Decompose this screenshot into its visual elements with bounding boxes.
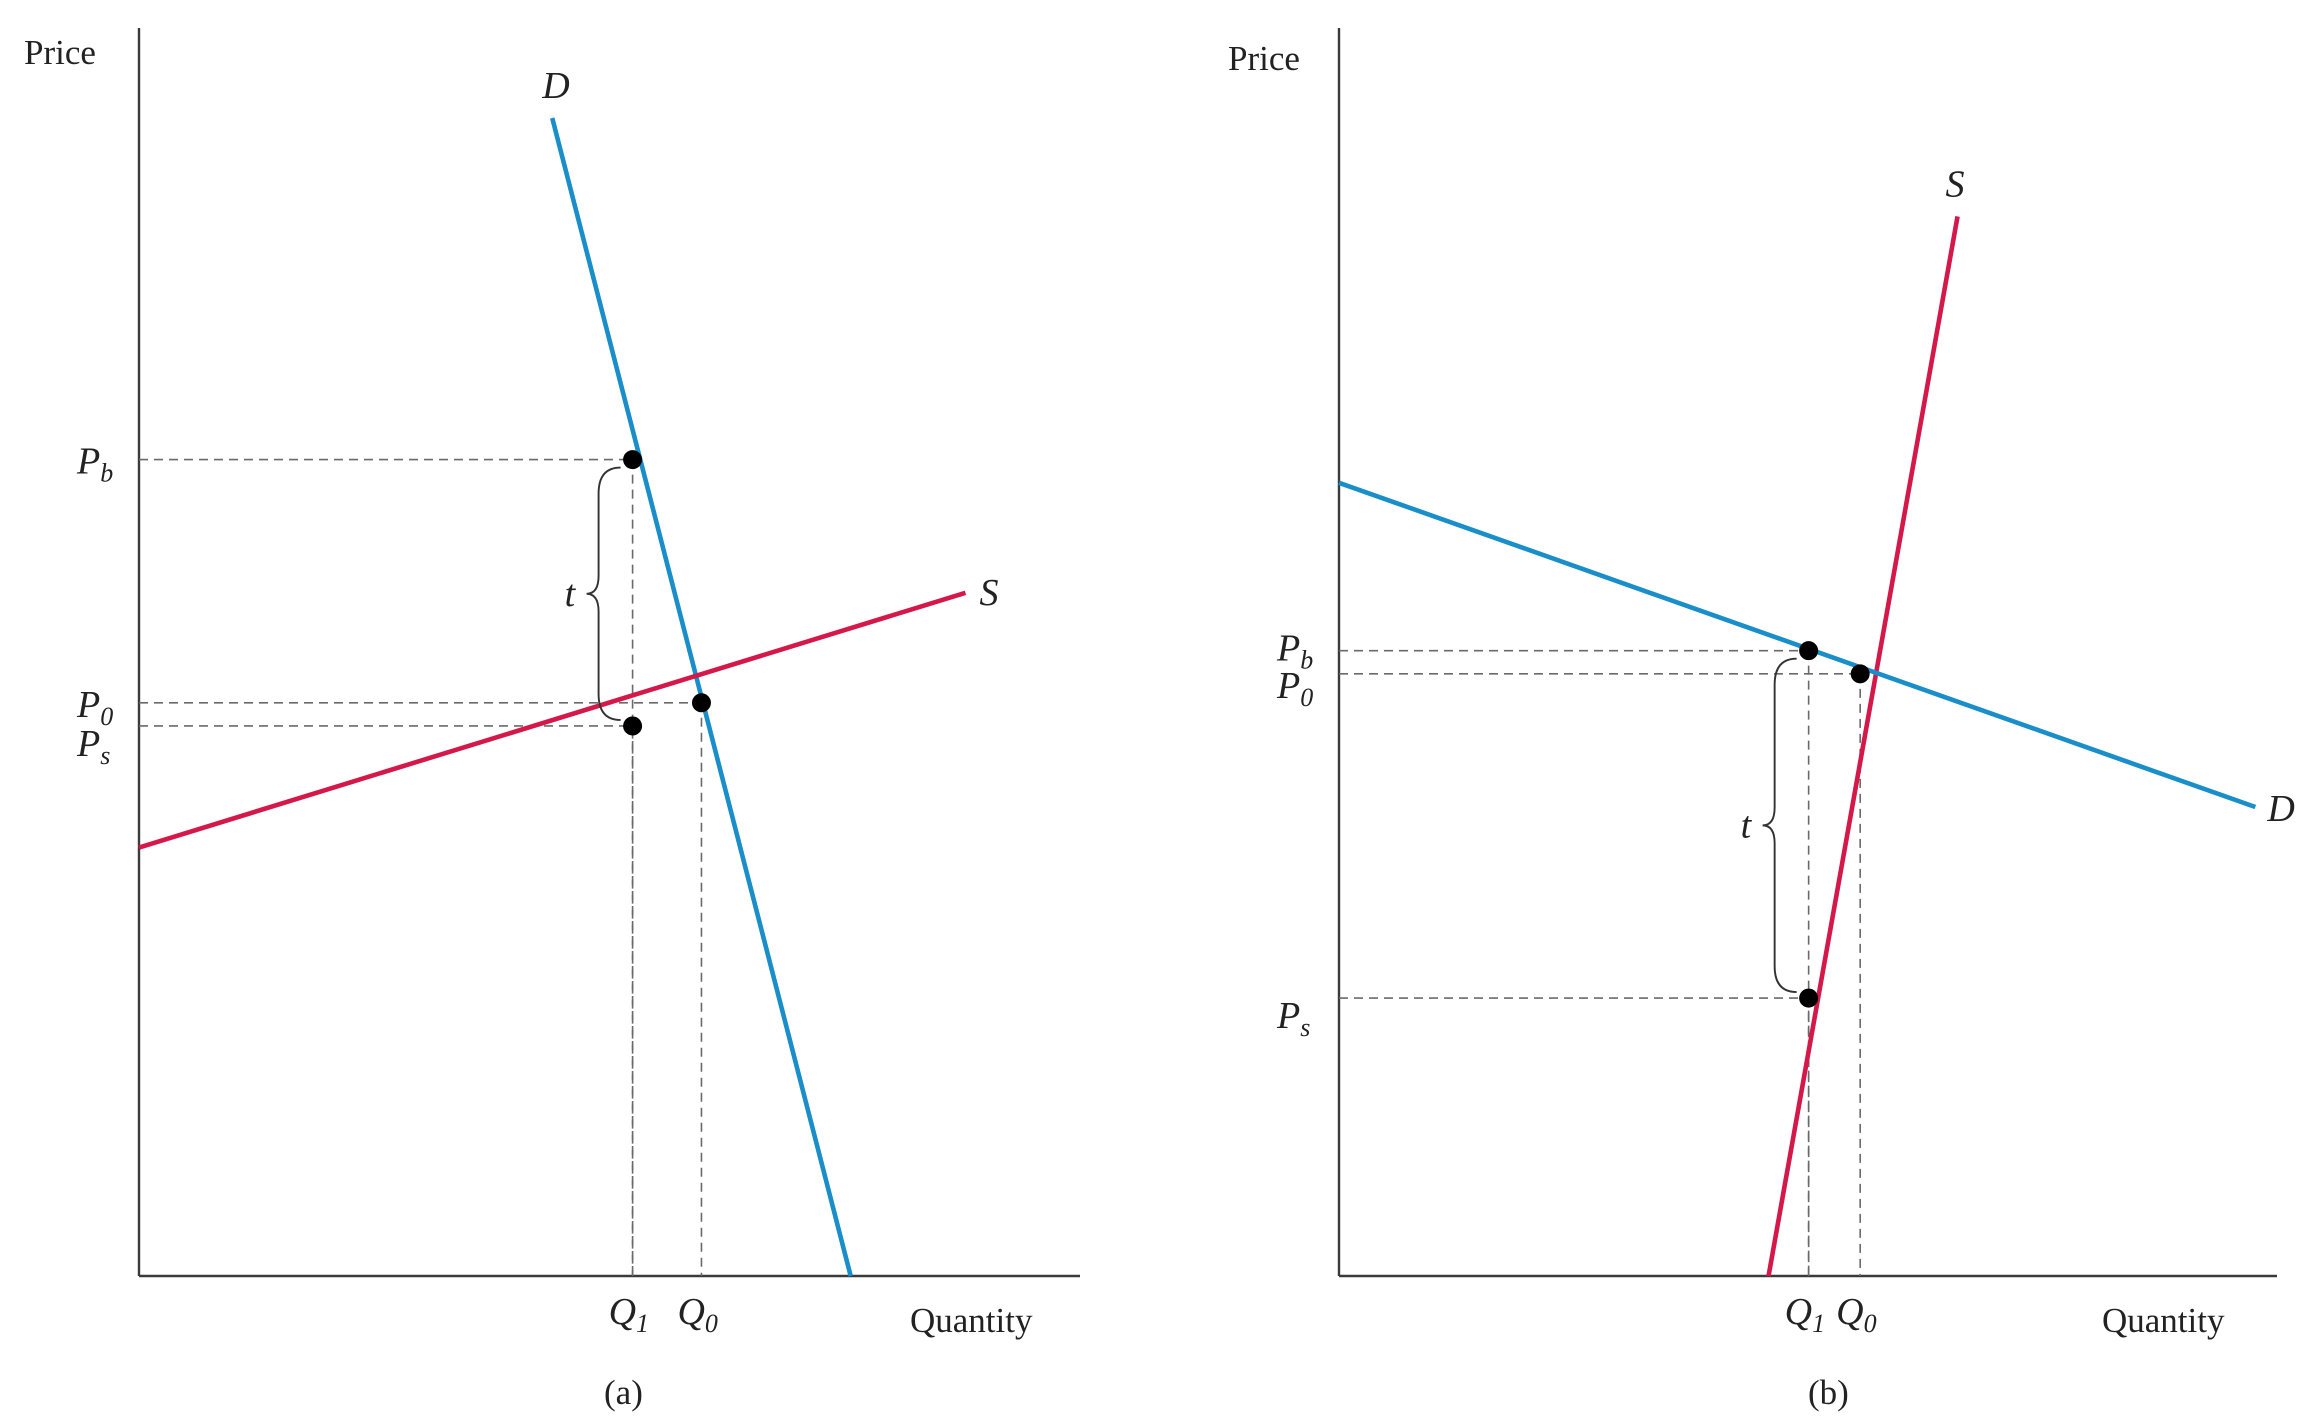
equilibrium-point [623,716,643,736]
tax-label: t [565,573,577,615]
y-axis-title: Price [24,33,96,72]
equilibrium-point [623,450,643,470]
tax-label: t [1741,804,1753,846]
x-axis-title: Quantity [910,1301,1033,1340]
x-axis-title: Quantity [2102,1301,2225,1340]
y-tick-subscript: s [1300,1013,1310,1042]
y-tick-subscript: 0 [100,702,113,731]
y-tick-label: Ps [1276,995,1310,1042]
equilibrium-point [1799,988,1819,1008]
panel-label: (b) [1808,1373,1849,1412]
x-tick-subscript: 1 [1812,1309,1825,1338]
equilibrium-point [1850,664,1870,684]
y-tick-subscript: 0 [1300,683,1313,712]
x-tick-label: Q1 [609,1291,649,1338]
y-tick-label: Pb [76,441,113,488]
demand-curve-label: D [2266,788,2294,830]
x-tick-label: Q1 [1785,1291,1825,1338]
demand-curve-label: D [541,65,569,107]
x-tick-label: Q0 [1836,1291,1876,1338]
x-tick-label: Q0 [677,1291,717,1338]
y-tick-subscript: b [100,459,113,488]
equilibrium-point [691,693,711,713]
equilibrium-point [1799,641,1819,661]
y-tick-subscript: b [1300,646,1313,675]
demand-curve [1338,480,2257,810]
supply-curve [1766,216,1960,1277]
y-axis-title: Price [1228,39,1300,78]
supply-curve-label: S [979,572,998,614]
tax-brace [1762,657,1797,994]
y-tick-label: P0 [76,684,113,731]
x-tick-subscript: 0 [705,1309,718,1338]
x-tick-subscript: 1 [636,1309,649,1338]
panel-label: (a) [604,1373,643,1412]
supply-curve-label: S [1946,163,1965,205]
tax-brace [586,466,621,721]
x-tick-subscript: 0 [1864,1309,1877,1338]
supply-curve [138,590,967,850]
y-tick-subscript: s [100,741,110,770]
